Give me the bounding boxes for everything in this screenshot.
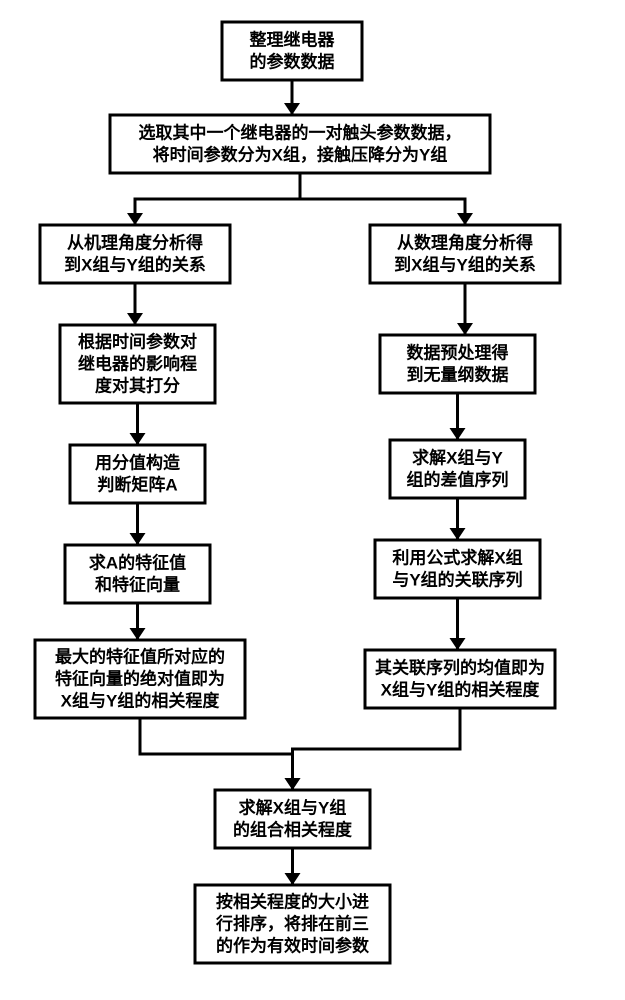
flowchart-node: 其关联序列的均值即为 X组与Y组的相关程度 [365, 650, 555, 708]
node-text: 数据预处理得 [407, 342, 509, 362]
node-text: 将时间参数分为X组，接触压降分为Y组 [153, 145, 448, 165]
node-text: 特征向量的绝对值即为 [55, 668, 225, 688]
node-text: 和特征向量 [95, 575, 180, 595]
node-text: 判断矩阵A [97, 475, 177, 495]
node-text: 到X组与Y组的关系 [64, 255, 206, 275]
node-text: 从数理角度分析得 [397, 232, 533, 252]
node-text: 利用公式求解X组 [392, 547, 522, 567]
node-text: 的组合相关程度 [233, 820, 353, 840]
node-text: X组与Y组的相关程度 [381, 680, 541, 700]
flowchart-node: 求A的特征值和特征向量 [65, 545, 210, 603]
flowchart-node: 整理继电器的参数数据 [222, 22, 362, 80]
node-text: X组与Y组的相关程度 [61, 691, 221, 711]
node-text: 行排序，将排在前三 [215, 913, 369, 933]
flowchart-node: 求解X组与Y组的组合相关程度 [215, 790, 370, 848]
node-text: 用分值构造 [95, 452, 181, 472]
node-text: 度对其打分 [95, 376, 180, 396]
nodes-group: 整理继电器的参数数据选取其中一个继电器的一对触头参数数据， 将时间参数分为X组，接… [35, 22, 560, 963]
node-text: 选取其中一个继电器的一对触头参数数据， [139, 122, 462, 142]
node-text: 到X组与Y组的关系 [394, 255, 536, 275]
flowchart-node: 选取其中一个继电器的一对触头参数数据， 将时间参数分为X组，接触压降分为Y组 [110, 115, 490, 173]
flowchart-canvas: 整理继电器的参数数据选取其中一个继电器的一对触头参数数据， 将时间参数分为X组，接… [0, 0, 625, 1000]
flowchart-node: 根据时间参数对继电器的影响程度对其打分 [60, 325, 215, 403]
flowchart-node: 从机理角度分析得到X组与Y组的关系 [40, 225, 230, 283]
node-text: 的作为有效时间参数 [216, 936, 370, 956]
node-text: 到无量纲数据 [407, 365, 509, 385]
node-text: 最大的特征值所对应的 [55, 646, 225, 666]
flowchart-node: 按相关程度的大小进行排序，将排在前三的作为有效时间参数 [195, 885, 390, 963]
node-text: 组的差值序列 [407, 470, 509, 490]
flowchart-node: 用分值构造判断矩阵A [70, 445, 205, 503]
node-text: 继电器的影响程 [78, 353, 197, 373]
flowchart-node: 数据预处理得到无量纲数据 [380, 335, 535, 393]
node-text: 的参数数据 [250, 52, 335, 72]
node-text: 其关联序列的均值即为 [375, 657, 545, 677]
flowchart-node: 从数理角度分析得到X组与Y组的关系 [370, 225, 560, 283]
node-text: 求解X组与Y [412, 447, 503, 467]
node-text: 求解X组与Y组 [239, 797, 347, 817]
flowchart-node: 最大的特征值所对应的特征向量的绝对值即为 X组与Y组的相关程度 [35, 640, 245, 718]
node-text: 整理继电器 [250, 29, 336, 49]
flowchart-node: 求解X组与Y 组的差值序列 [390, 440, 525, 498]
node-text: 从机理角度分析得 [67, 232, 203, 252]
node-text: 与Y组的关联序列 [392, 570, 522, 590]
flowchart-node: 利用公式求解X组与Y组的关联序列 [375, 540, 540, 598]
node-text: 求A的特征值 [89, 552, 186, 572]
node-text: 按相关程度的大小进 [216, 891, 369, 911]
node-text: 根据时间参数对 [78, 331, 197, 351]
